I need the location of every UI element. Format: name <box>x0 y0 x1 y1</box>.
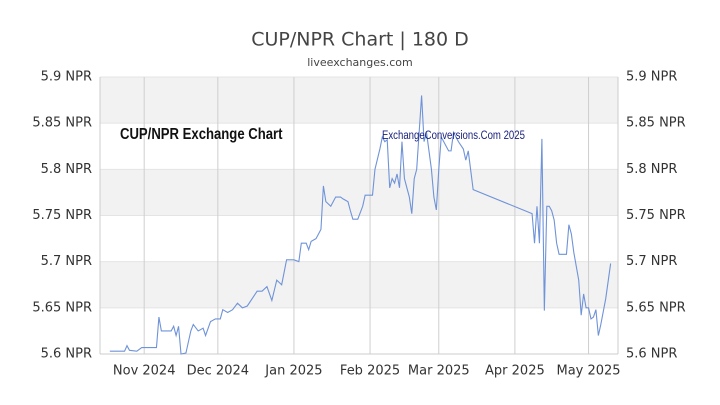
price-line <box>109 95 612 355</box>
x-tick-label: Dec 2024 <box>187 364 249 379</box>
x-tick-label: Jan 2025 <box>264 364 322 379</box>
y-tick-label: 5.75 NPR <box>626 208 686 223</box>
x-tick-label: Mar 2025 <box>408 364 470 379</box>
y-tick-label: 5.6 NPR <box>626 347 677 362</box>
y-tick-label: 5.65 NPR <box>626 300 686 315</box>
y-tick-label: 5.9 NPR <box>626 70 677 85</box>
y-tick-label: 5.75 NPR <box>32 208 92 223</box>
chart-title: CUP/NPR Chart | 180 D <box>251 29 469 51</box>
y-tick-label: 5.85 NPR <box>32 116 92 131</box>
y-tick-label: 5.9 NPR <box>41 70 92 85</box>
y-tick-label: 5.6 NPR <box>41 347 92 362</box>
y-tick-label: 5.85 NPR <box>626 116 686 131</box>
chart-subtitle: liveexchanges.com <box>307 56 412 69</box>
y-tick-label: 5.8 NPR <box>41 162 92 177</box>
x-tick-label: Feb 2025 <box>340 364 400 379</box>
y-tick-label: 5.7 NPR <box>41 254 92 269</box>
y-tick-label: 5.8 NPR <box>626 162 677 177</box>
band <box>100 261 618 308</box>
annotation: ExchangeConversions.Com 2025 <box>382 129 525 142</box>
band <box>100 169 618 216</box>
x-tick-label: Nov 2024 <box>113 364 176 379</box>
x-tick-label: May 2025 <box>556 364 620 379</box>
y-tick-label: 5.65 NPR <box>32 300 92 315</box>
band <box>100 77 618 124</box>
y-tick-label: 5.7 NPR <box>626 254 677 269</box>
x-tick-label: Apr 2025 <box>485 364 545 379</box>
annotation: CUP/NPR Exchange Chart <box>120 126 283 143</box>
